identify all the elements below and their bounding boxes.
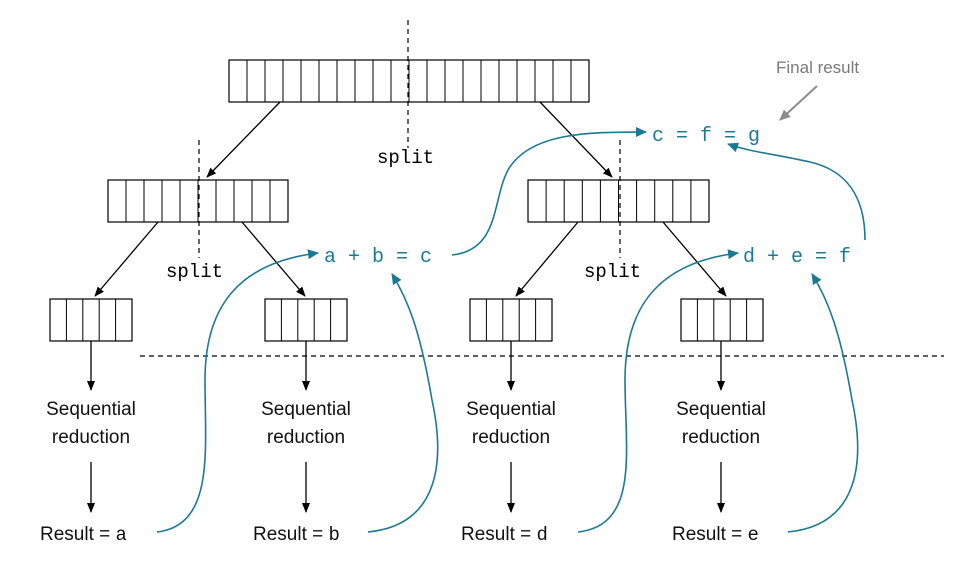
combine-flow-a bbox=[156, 249, 319, 533]
final-result-label: Final result bbox=[776, 58, 859, 77]
combine-flow-e bbox=[787, 273, 859, 533]
seq-label-2-line2: reduction bbox=[267, 427, 345, 448]
result-value-a: a bbox=[116, 524, 127, 546]
split-arrow-mid-left-1 bbox=[94, 221, 159, 297]
final-result-pointer bbox=[779, 85, 818, 121]
result-prefix-b: Result = bbox=[253, 524, 329, 545]
seq-label-4-line2: reduction bbox=[682, 427, 760, 448]
array-outline bbox=[680, 298, 764, 342]
result-label-b: Result = b bbox=[253, 524, 340, 546]
split-arrow-mid-left-2 bbox=[241, 221, 306, 297]
leaf-array-2 bbox=[264, 298, 348, 342]
result-value-e: e bbox=[748, 524, 759, 546]
split-label-mid-right: split bbox=[584, 261, 641, 283]
combine-flow-c bbox=[451, 127, 647, 256]
result-value-d: d bbox=[537, 524, 548, 546]
result-label-e: Result = e bbox=[672, 524, 759, 546]
array-outline bbox=[469, 298, 553, 342]
leaf-array-3 bbox=[469, 298, 553, 342]
split-label-mid-left: split bbox=[166, 261, 223, 283]
result-prefix-e: Result = bbox=[672, 524, 748, 545]
result-prefix-a: Result = bbox=[40, 524, 116, 545]
seq-label-1-line2: reduction bbox=[52, 427, 130, 448]
result-label-d: Result = d bbox=[461, 524, 548, 546]
seq-label-4-line1: Sequential bbox=[676, 399, 766, 420]
result-prefix-d: Result = bbox=[461, 524, 537, 545]
result-label-a: Result = a bbox=[40, 524, 127, 546]
seq-label-2-line1: Sequential bbox=[261, 399, 351, 420]
split-arrow-root-left bbox=[206, 101, 281, 178]
left-combine-equation: a + b = c bbox=[324, 246, 432, 269]
split-arrow-mid-right-1 bbox=[515, 221, 579, 297]
combine-flow-d bbox=[577, 249, 739, 533]
split-label-root: split bbox=[377, 147, 434, 169]
split-arrow-mid-right-2 bbox=[662, 221, 727, 297]
leaf-array-4 bbox=[680, 298, 764, 342]
right-combine-equation: d + e = f bbox=[743, 246, 851, 269]
mid-array-right bbox=[527, 179, 710, 223]
combine-flow-b bbox=[367, 273, 439, 533]
array-outline bbox=[49, 298, 133, 342]
split-arrow-root-right bbox=[539, 101, 613, 178]
leaf-array-1 bbox=[49, 298, 133, 342]
result-value-b: b bbox=[329, 524, 340, 546]
final-equation: c = f = g bbox=[652, 125, 760, 148]
root-array bbox=[228, 59, 590, 103]
seq-label-3-line1: Sequential bbox=[466, 399, 556, 420]
seq-label-1-line1: Sequential bbox=[46, 399, 136, 420]
mid-array-left bbox=[107, 179, 289, 223]
array-outline bbox=[264, 298, 348, 342]
combine-flow-f bbox=[727, 142, 866, 241]
seq-label-3-line2: reduction bbox=[472, 427, 550, 448]
